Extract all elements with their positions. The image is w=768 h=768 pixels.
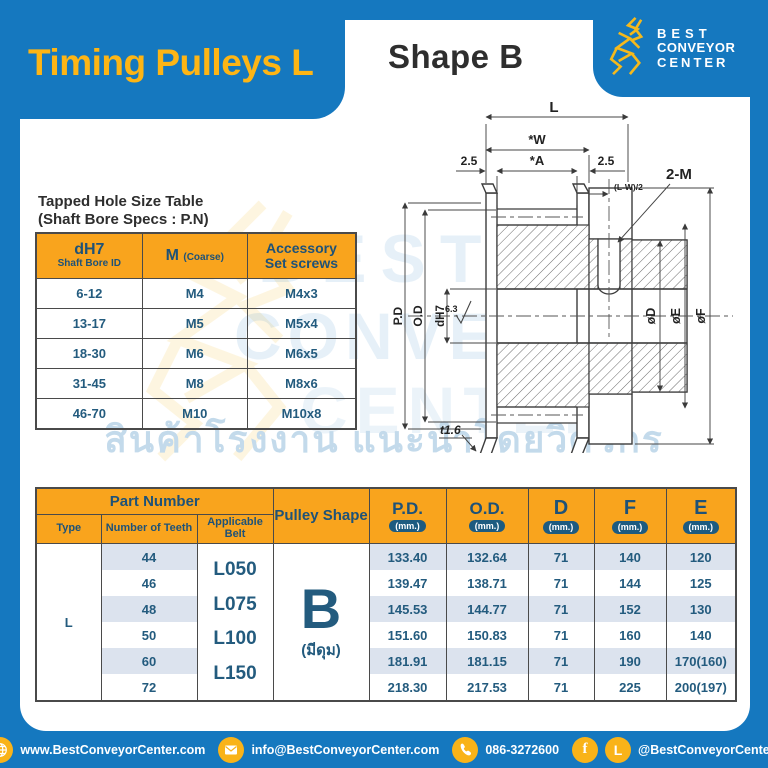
pulley-shape-header: Pulley Shape xyxy=(272,487,370,544)
table-row: 46-70 M10 M10x8 xyxy=(35,398,357,430)
d-header: D (mm.) xyxy=(527,487,595,544)
dim-label-dF: øF xyxy=(694,308,708,324)
footer-website: www.BestConveyorCenter.com xyxy=(20,742,206,757)
company-logo-text: BEST CONVEYOR CENTER xyxy=(657,26,736,70)
table-row: 48 145.53 144.77 71 152 130 xyxy=(36,596,737,622)
belt-item: L075 xyxy=(213,593,257,615)
dim-label-bore: dH7 xyxy=(435,305,447,327)
type-header: Type xyxy=(35,514,102,544)
tapped-table-title-line2: (Shaft Bore Specs : P.N) xyxy=(38,211,209,228)
footer-contact-bar: www.BestConveyorCenter.com info@BestConv… xyxy=(0,731,768,768)
tapped-col-header-m: M (Coarse) xyxy=(141,232,248,279)
dim-label-pd: P.D xyxy=(393,306,405,325)
footer-email: info@BestConveyorCenter.com xyxy=(251,742,440,757)
dim-label-dD: øD xyxy=(644,308,658,325)
mm-unit-badge: (mm.) xyxy=(611,521,649,534)
table-row: 31-45 M8 M8x6 xyxy=(35,368,357,399)
mm-unit-badge: (mm.) xyxy=(468,519,506,533)
pulley-shape-value: B (มีดุม) xyxy=(272,543,370,701)
pulley-technical-drawing: L *W 2.5 *A 2.5 (L-W)/2 2-M P.D O.D dH7 … xyxy=(391,93,765,461)
footer-phone: 086-3272600 xyxy=(485,742,560,757)
dim-label-A: *A xyxy=(530,153,545,168)
f-header: F (mm.) xyxy=(593,487,667,544)
teeth-header: Number of Teeth xyxy=(100,514,198,544)
line-icon: L xyxy=(605,736,632,763)
table-row: 72 218.30 217.53 71 225 200(197) xyxy=(36,674,737,701)
dim-label-gap-right: 2.5 xyxy=(598,154,615,168)
mm-unit-badge: (mm.) xyxy=(389,519,426,533)
table-row: 60 181.91 181.15 71 190 170(160) xyxy=(36,648,737,674)
logo-line-1: BEST xyxy=(657,26,712,42)
dim-label-thickness: t1.6 xyxy=(440,423,461,437)
dim-label-lw-half: (L-W)/2 xyxy=(614,182,643,192)
dimension-lines xyxy=(401,113,714,452)
od-header: O.D. (mm.) xyxy=(445,487,529,544)
tapped-col-header-accessory: Accessory Set screws xyxy=(246,232,357,279)
footer-social: @BestConveyorCenter xyxy=(638,742,768,757)
tapped-table-title-line1: Tapped Hole Size Table xyxy=(38,193,204,210)
dim-label-dE: øE xyxy=(669,308,683,324)
type-value: L xyxy=(35,543,102,701)
tapped-col-header-bore: dH7 Shaft Bore ID xyxy=(35,232,143,279)
table-row: 13-17 M5 M5x4 xyxy=(35,308,357,339)
centerlines xyxy=(408,179,733,416)
company-logo-icon xyxy=(607,16,651,81)
mm-unit-badge: (mm.) xyxy=(542,521,580,534)
dim-label-W: *W xyxy=(528,132,546,147)
table-row: 6-12 M4 M4x3 xyxy=(35,278,357,309)
dim-label-gap-left: 2.5 xyxy=(461,154,478,168)
belt-list: L050 L075 L100 L150 xyxy=(196,543,274,701)
phone-icon xyxy=(452,736,479,763)
logo-line-2: CONVEYOR xyxy=(657,40,736,56)
shape-title: Shape B xyxy=(388,38,524,75)
table-row: 50 151.60 150.83 71 160 140 xyxy=(36,622,737,648)
logo-banner: BEST CONVEYOR CENTER xyxy=(593,0,768,97)
main-spec-table: Part Number Pulley Shape P.D. (mm.) O.D.… xyxy=(35,487,738,702)
dim-label-surface: 6.3 xyxy=(445,304,458,314)
belt-item: L100 xyxy=(213,628,257,650)
table-row: L 44 L050 L075 L100 L150 B (มีดุม) 133.4… xyxy=(35,543,737,701)
globe-icon xyxy=(0,736,14,763)
table-row: 46 139.47 138.71 71 144 125 xyxy=(36,570,737,596)
logo-line-3: CENTER xyxy=(657,54,729,70)
mm-unit-badge: (mm.) xyxy=(682,521,720,534)
table-row: 18-30 M6 M6x5 xyxy=(35,338,357,369)
tapped-table-title: Tapped Hole Size Table (Shaft Bore Specs… xyxy=(38,193,209,229)
belt-item: L050 xyxy=(213,559,257,580)
header-banner: Timing Pulleys L xyxy=(0,0,345,119)
part-number-header: Part Number xyxy=(35,487,274,515)
belt-item: L150 xyxy=(213,662,257,684)
dim-label-od: O.D xyxy=(411,305,425,327)
pd-header: P.D. (mm.) xyxy=(368,487,447,544)
e-header: E (mm.) xyxy=(665,487,737,544)
page-title: Timing Pulleys L xyxy=(28,42,314,83)
tapped-hole-size-table: dH7 Shaft Bore ID M (Coarse) Accessory S… xyxy=(35,232,357,430)
belt-header: Applicable Belt xyxy=(196,514,274,544)
dim-label-tap: 2-M xyxy=(666,166,692,183)
dim-label-L: L xyxy=(549,99,558,116)
facebook-icon: f xyxy=(572,736,599,763)
email-icon xyxy=(218,736,245,763)
